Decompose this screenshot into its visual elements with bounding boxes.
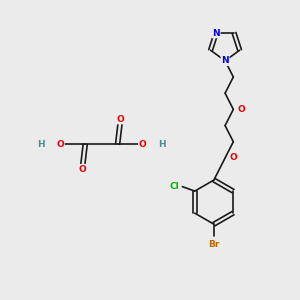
Text: O: O: [117, 115, 124, 124]
Text: Br: Br: [208, 240, 220, 249]
Text: O: O: [78, 165, 86, 174]
Text: O: O: [238, 105, 245, 114]
Text: N: N: [212, 28, 220, 38]
Text: O: O: [56, 140, 64, 148]
Text: H: H: [37, 140, 45, 148]
Text: O: O: [230, 153, 237, 162]
Text: H: H: [158, 140, 166, 148]
Text: O: O: [139, 140, 146, 148]
Text: Cl: Cl: [169, 182, 179, 191]
Text: N: N: [221, 56, 229, 65]
